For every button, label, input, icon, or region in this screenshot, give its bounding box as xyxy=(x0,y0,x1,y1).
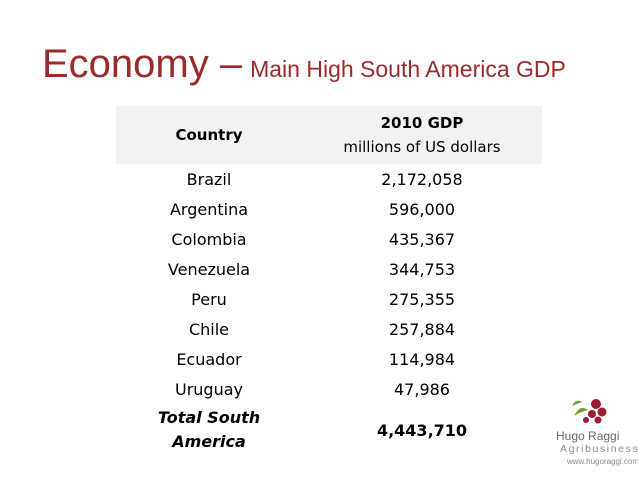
table-row: Venezuela 344,753 xyxy=(116,254,542,284)
slide-title: Economy – Main High South America GDP xyxy=(42,42,566,87)
logo-name: Hugo Raggi xyxy=(556,429,620,443)
table-row: Peru 275,355 xyxy=(116,284,542,314)
gdp-cell: 596,000 xyxy=(388,199,456,219)
total-label: Total South America xyxy=(116,406,302,454)
logo-tagline: Agribusiness xyxy=(560,443,638,455)
berry-logo-icon xyxy=(572,399,607,424)
country-cell: Peru xyxy=(191,289,227,309)
gdp-cell: 114,984 xyxy=(388,349,456,369)
gdp-cell: 257,884 xyxy=(388,319,456,339)
total-label-line1: Total South xyxy=(157,408,261,427)
gdp-cell: 2,172,058 xyxy=(381,169,463,189)
country-cell: Ecuador xyxy=(176,349,242,369)
table-row: Ecuador 114,984 xyxy=(116,344,542,374)
table-row: Argentina 596,000 xyxy=(116,194,542,224)
country-cell: Argentina xyxy=(169,199,249,219)
country-cell: Uruguay xyxy=(175,379,243,399)
header-country: Country xyxy=(175,126,243,144)
country-cell: Colombia xyxy=(171,229,247,249)
total-gdp: 4,443,710 xyxy=(376,420,468,440)
title-subtitle: Main High South America GDP xyxy=(250,56,566,82)
table-row: Brazil 2,172,058 xyxy=(116,164,542,194)
gdp-cell: 275,355 xyxy=(388,289,456,309)
country-cell: Chile xyxy=(188,319,230,339)
logo-url: www.hugoraggi.com xyxy=(567,457,638,466)
table-header: Country 2010 GDP millions of US dollars xyxy=(116,106,542,164)
table-row: Chile 257,884 xyxy=(116,314,542,344)
header-gdp: 2010 GDP millions of US dollars xyxy=(302,106,542,164)
total-label-line2: America xyxy=(172,432,246,451)
country-cell: Venezuela xyxy=(167,259,251,279)
gdp-cell: 47,986 xyxy=(394,379,450,399)
table-row: Uruguay 47,986 xyxy=(116,374,542,404)
gdp-table: Country 2010 GDP millions of US dollars … xyxy=(116,106,542,456)
country-cell: Brazil xyxy=(186,169,232,189)
title-main: Economy – xyxy=(42,42,243,86)
header-gdp-title: 2010 GDP xyxy=(380,114,464,132)
gdp-cell: 344,753 xyxy=(388,259,456,279)
gdp-cell: 435,367 xyxy=(388,229,456,249)
header-gdp-unit: millions of US dollars xyxy=(343,138,501,156)
table-total-row: Total South America 4,443,710 xyxy=(116,404,542,456)
table-row: Colombia 435,367 xyxy=(116,224,542,254)
